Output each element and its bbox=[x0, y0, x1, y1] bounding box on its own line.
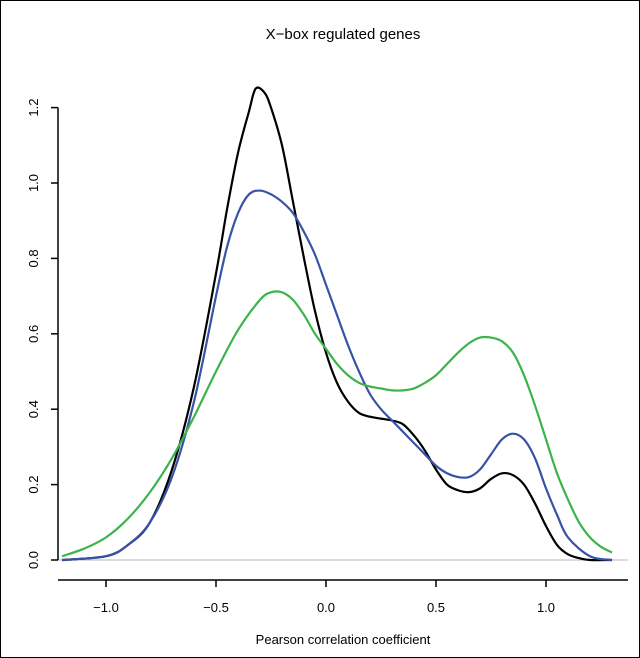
x-tick-label: −1.0 bbox=[93, 600, 119, 615]
y-tick-label: 0.4 bbox=[26, 400, 41, 418]
x-tick-label: 0.0 bbox=[317, 600, 335, 615]
y-axis: 0.0 0.2 0.4 0.6 0.8 1.0 1.2 bbox=[26, 99, 59, 569]
x-axis-label: Pearson correlation coefficient bbox=[256, 632, 431, 647]
x-tick-label: 1.0 bbox=[537, 600, 555, 615]
y-tick-label: 0.2 bbox=[26, 476, 41, 494]
y-tick-label: 1.2 bbox=[26, 99, 41, 117]
series-line-3 bbox=[61, 290, 613, 558]
y-tick-label: 0.0 bbox=[26, 551, 41, 569]
y-tick-label: 1.0 bbox=[26, 174, 41, 192]
x-tick-label: −0.5 bbox=[203, 600, 229, 615]
series-line-2 bbox=[61, 189, 613, 562]
y-tick-label: 0.8 bbox=[26, 249, 41, 267]
x-tick-label: 0.5 bbox=[427, 600, 445, 615]
chart-title: X−box regulated genes bbox=[266, 26, 421, 43]
series-line-1 bbox=[61, 86, 613, 562]
series-layer bbox=[61, 86, 613, 562]
y-tick-label: 0.6 bbox=[26, 325, 41, 343]
x-axis: −1.0 −0.5 0.0 0.5 1.0 bbox=[58, 579, 628, 615]
